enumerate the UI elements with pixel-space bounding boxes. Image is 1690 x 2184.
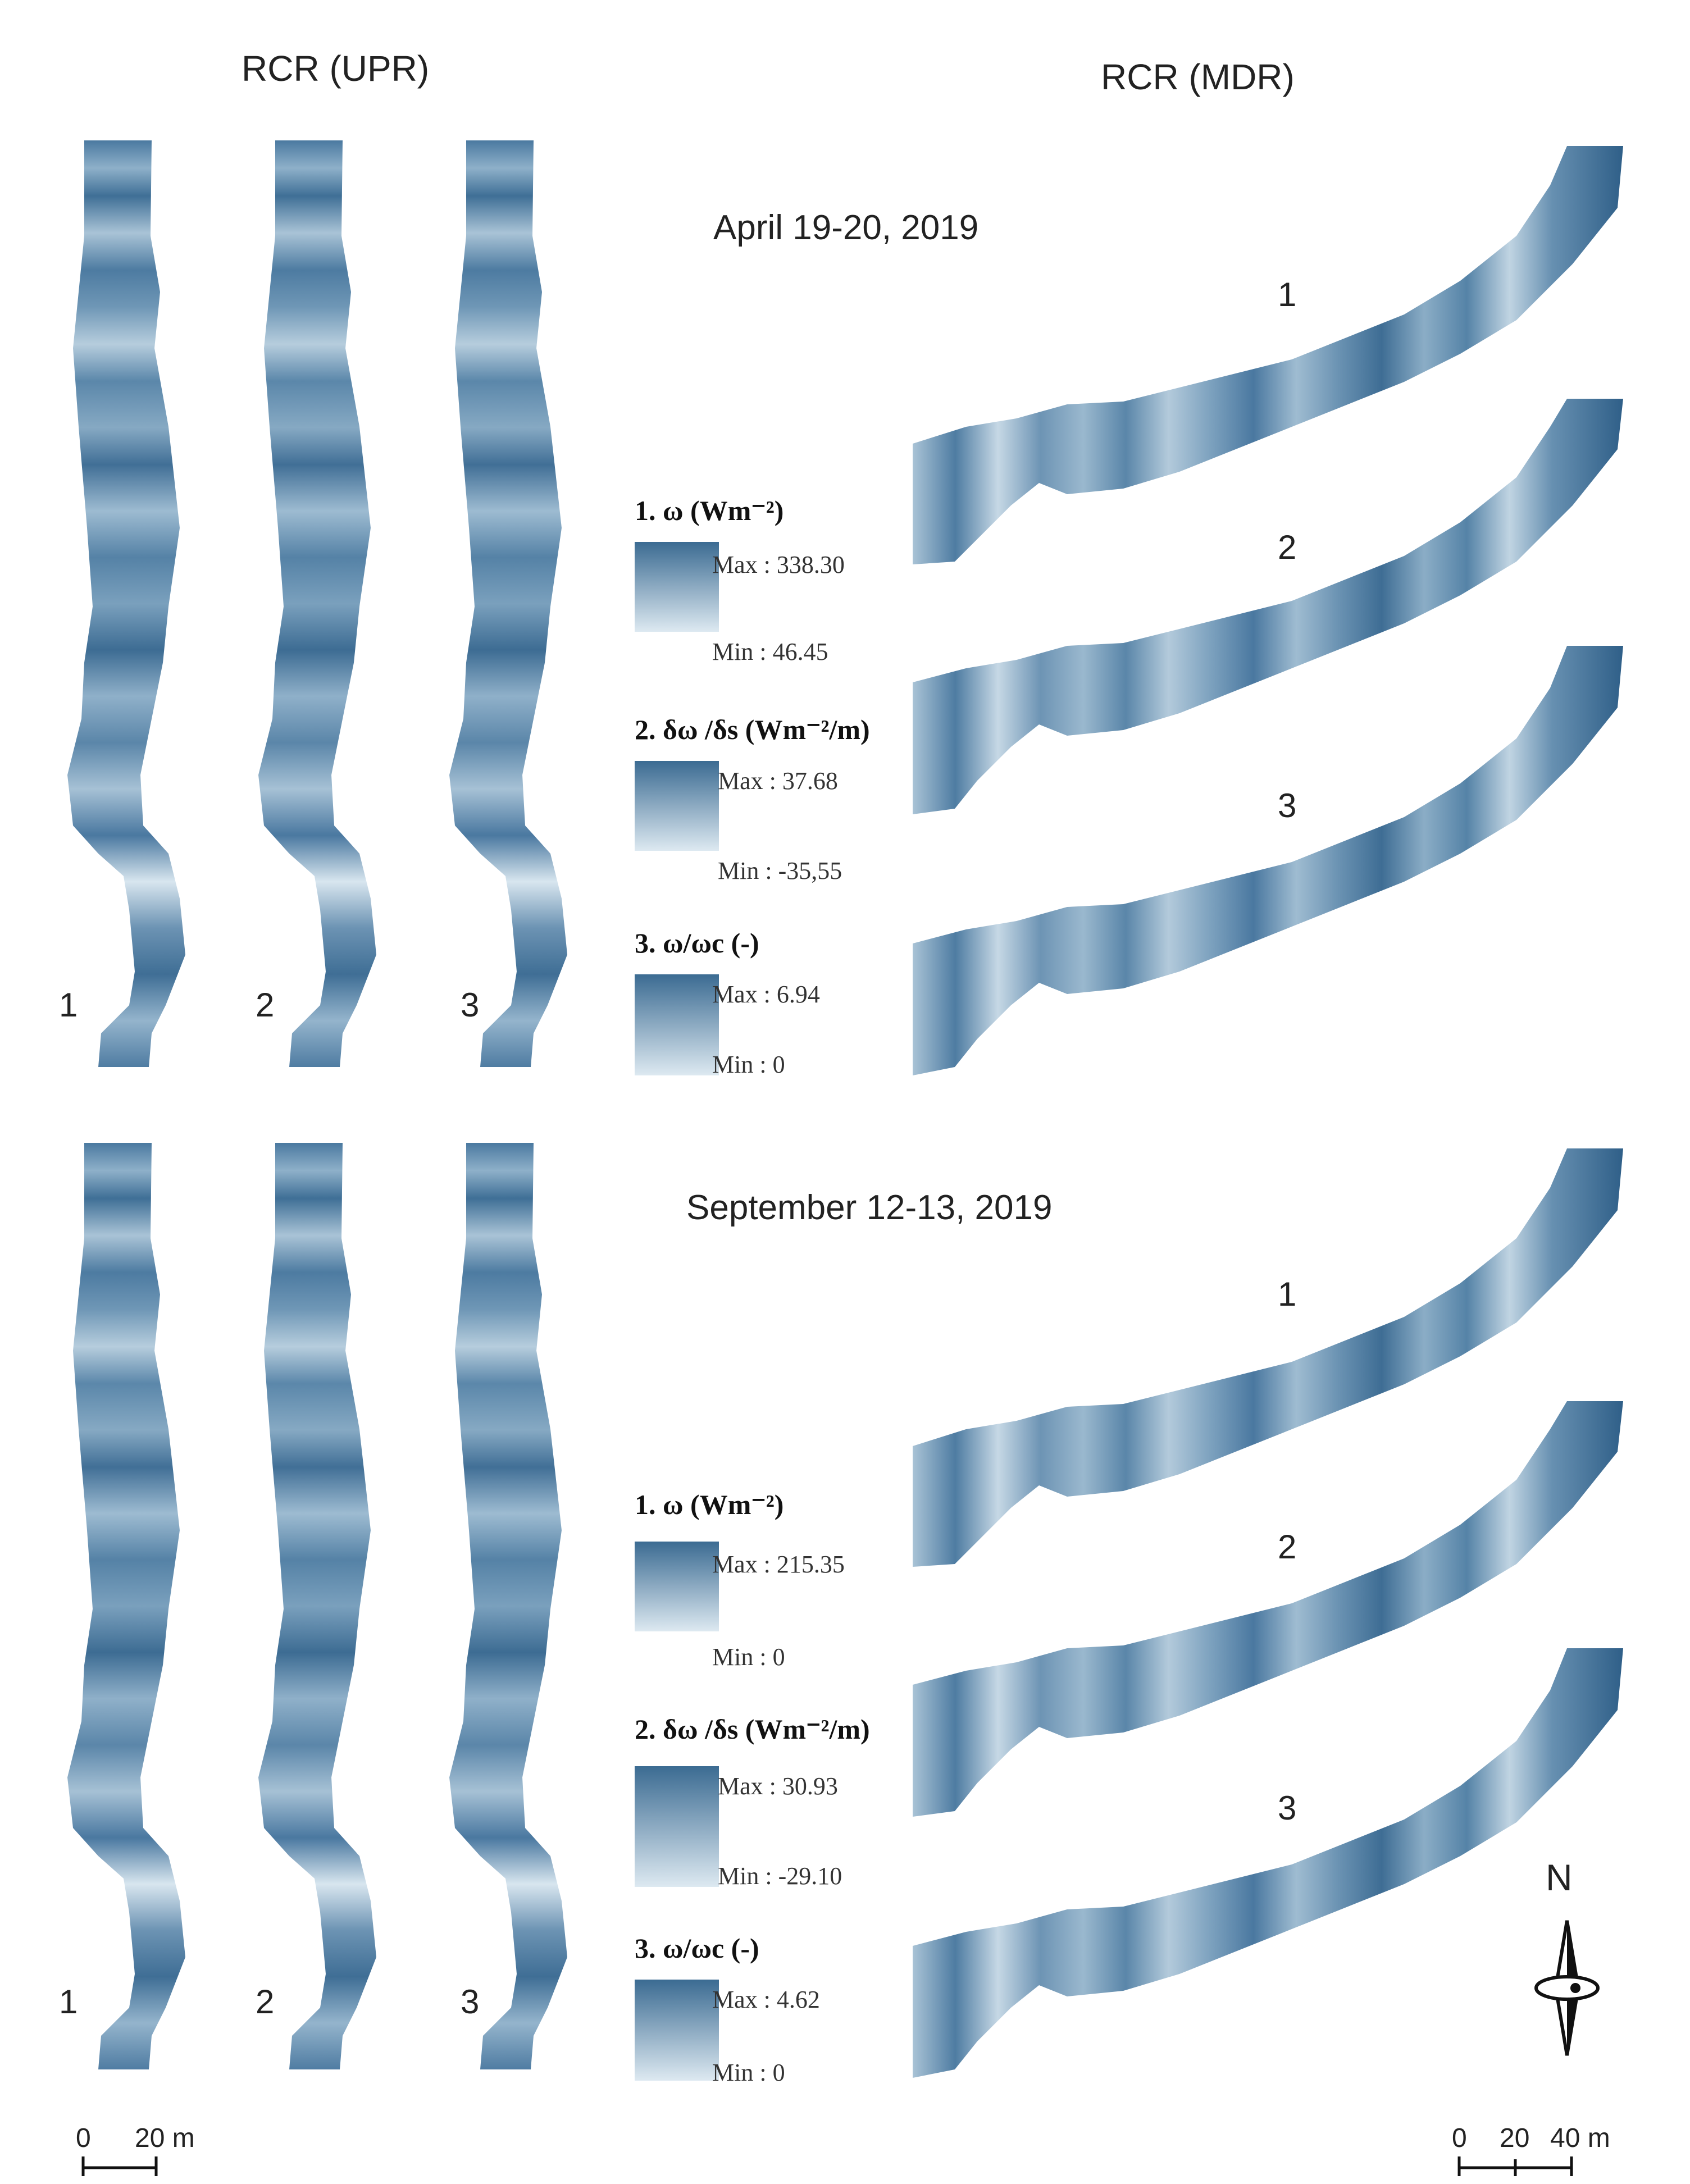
- mdr-label-september-3: 3: [1278, 1789, 1297, 1827]
- legend-april-min-1: Min : 46.45: [712, 638, 828, 665]
- legend-september-title-2: 2. δω /δs (Wm⁻²/m): [635, 1713, 870, 1745]
- mdr-label-april-2: 2: [1278, 528, 1297, 566]
- upr-strip-april-2: [258, 140, 376, 1067]
- legend-april-min-3: Min : 0: [712, 1051, 785, 1078]
- legend-april-title-1: 1. ω (Wm⁻²): [635, 495, 784, 526]
- mdr-label-september-1: 1: [1278, 1275, 1297, 1313]
- scale-bar-left: [81, 2156, 158, 2176]
- legend-september-swatch-3: [635, 1980, 719, 2081]
- title-upr: RCR (UPR): [242, 48, 430, 89]
- mdr-reach-april-1: [913, 146, 1623, 564]
- legend-september-max-2: Max : 30.93: [718, 1772, 838, 1800]
- scale-right-0: 0: [1452, 2123, 1467, 2153]
- legend-september-min-3: Min : 0: [712, 2059, 785, 2086]
- upr-label-september-1: 1: [59, 1983, 78, 2021]
- scale-left-0: 0: [76, 2123, 91, 2153]
- mdr-reach-september-2: [913, 1401, 1623, 1817]
- scale-right-40: 40 m: [1550, 2123, 1610, 2153]
- upr-strip-september-1: [67, 1143, 185, 2069]
- upr-label-september-3: 3: [461, 1983, 480, 2021]
- legend-september-title-3: 3. ω/ωc (-): [635, 1932, 759, 1964]
- legend-april-title-3: 3. ω/ωc (-): [635, 927, 759, 959]
- legend-september-max-1: Max : 215.35: [712, 1551, 845, 1578]
- legend-april-swatch-1: [635, 542, 719, 632]
- scale-bar-right: [1457, 2156, 1573, 2176]
- legend-september-swatch-1: [635, 1542, 719, 1631]
- legend-april-title-2: 2. δω /δs (Wm⁻²/m): [635, 714, 870, 745]
- upr-label-september-2: 2: [256, 1983, 275, 2021]
- upr-strip-april-1: [67, 140, 185, 1067]
- legend-april-swatch-2: [635, 761, 719, 851]
- legend-april-min-2: Min : -35,55: [718, 857, 842, 884]
- mdr-reach-april-2: [913, 399, 1623, 814]
- date-september: September 12-13, 2019: [686, 1188, 1053, 1227]
- scale-right-20: 20: [1500, 2123, 1530, 2153]
- north-label: N: [1546, 1857, 1573, 1898]
- upr-strips-april: [67, 140, 567, 1067]
- mdr-reach-september-3: [913, 1648, 1623, 2078]
- mdr-reaches-september: [913, 1148, 1623, 2078]
- mdr-reach-september-1: [913, 1148, 1623, 1567]
- upr-strip-september-3: [449, 1143, 567, 2069]
- mdr-label-april-1: 1: [1278, 276, 1297, 313]
- legend-april-max-3: Max : 6.94: [712, 981, 820, 1008]
- north-arrow-icon: [1534, 1920, 1600, 2056]
- legend-april-max-1: Max : 338.30: [712, 551, 845, 578]
- date-april: April 19-20, 2019: [713, 208, 979, 247]
- legend-april-max-2: Max : 37.68: [718, 767, 838, 795]
- mdr-reach-april-3: [913, 646, 1623, 1075]
- scale-left-20: 20 m: [135, 2123, 195, 2153]
- legend-april-swatch-3: [635, 974, 719, 1075]
- upr-strip-april-3: [449, 140, 567, 1067]
- legend-september-min-2: Min : -29.10: [718, 1862, 842, 1890]
- mdr-label-april-3: 3: [1278, 787, 1297, 824]
- upr-label-april-3: 3: [461, 986, 480, 1024]
- upr-strip-september-2: [258, 1143, 376, 2069]
- upr-label-april-2: 2: [256, 986, 275, 1024]
- mdr-reaches-april: [913, 146, 1623, 1075]
- mdr-label-september-2: 2: [1278, 1528, 1297, 1566]
- upr-label-april-1: 1: [59, 986, 78, 1024]
- legend-september-min-1: Min : 0: [712, 1643, 785, 1671]
- legend-september-title-1: 1. ω (Wm⁻²): [635, 1489, 784, 1520]
- upr-strips-september: [67, 1143, 567, 2069]
- legend-september-max-3: Max : 4.62: [712, 1986, 820, 2013]
- legend-september-swatch-2: [635, 1766, 719, 1887]
- title-mdr: RCR (MDR): [1101, 57, 1295, 97]
